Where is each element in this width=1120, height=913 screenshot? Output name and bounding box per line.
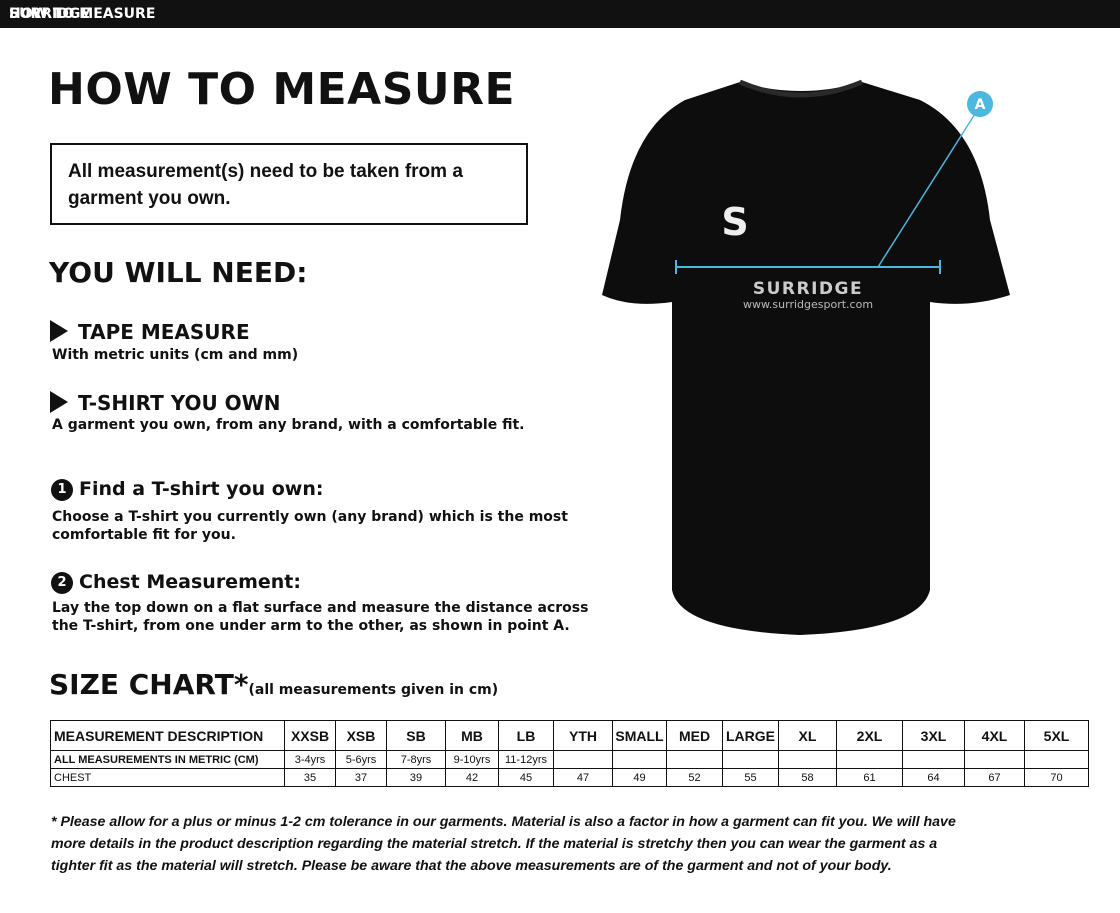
table-cell: 9-10yrs: [445, 750, 499, 769]
footnote: * Please allow for a plus or minus 1-2 c…: [51, 811, 956, 877]
table-cell: 70: [1024, 768, 1089, 787]
step-number: 2: [51, 572, 73, 594]
step-number: 1: [51, 479, 73, 501]
header-cell: SB: [386, 720, 446, 751]
header-row: MEASUREMENT DESCRIPTION XXSB XSB SB MB LB YTH S…: [50, 720, 1089, 751]
notice: All measurement(s) need to be taken from…: [68, 161, 463, 209]
logo: SURRIDGE: [9, 6, 90, 22]
title: HOW TO MEASURE: [48, 64, 516, 115]
table-cell: 3-4yrs: [284, 750, 336, 769]
bar-title: HOW TO MEASURE: [9, 6, 156, 22]
header-cell: 4XL: [964, 720, 1025, 751]
table-cell: 61: [836, 768, 903, 787]
table-cell: [612, 750, 667, 769]
table-cell: [722, 750, 779, 769]
table-cell: 5-6yrs: [335, 750, 387, 769]
table-cell: 64: [902, 768, 965, 787]
shirt-brand: SURRIDGE: [753, 279, 863, 299]
header-cell: XSB: [335, 720, 387, 751]
table-cell: [1024, 750, 1089, 769]
footnote-line: * Please allow for a plus or minus 1-2 c…: [51, 814, 956, 830]
header-cell: LARGE: [722, 720, 779, 751]
table-cell: 35: [284, 768, 336, 787]
header-cell: MB: [445, 720, 499, 751]
svg-text:S: S: [721, 200, 748, 244]
header-cell: YTH: [553, 720, 613, 751]
need-item-title: TAPE MEASURE: [50, 320, 250, 344]
table-cell: 58: [778, 768, 837, 787]
shirt: [602, 82, 1010, 635]
header-cell: SMALL: [612, 720, 667, 751]
table-cell: 37: [335, 768, 387, 787]
table-cell: 45: [498, 768, 554, 787]
table-cell: [902, 750, 965, 769]
table-cell: [778, 750, 837, 769]
need-heading: YOU WILL NEED:: [49, 256, 308, 289]
top-bar: HOW TO MEASURE SURRIDGE: [0, 0, 1120, 28]
size-chart-subtitle: (all measurements given in cm): [248, 682, 499, 698]
table-cell: 39: [386, 768, 446, 787]
step-title-text: Chest Measurement:: [79, 571, 301, 593]
header-cell: XL: [778, 720, 837, 751]
table-cell: [964, 750, 1025, 769]
table-row: ALL MEASUREMENTS IN METRIC (CM) 3-4yrs 5-6…: [50, 750, 1089, 769]
table-cell: 42: [445, 768, 499, 787]
step-title: 1 Find a T-shirt you own:: [51, 478, 323, 501]
step-text: Lay the top down on a flat surface and m…: [52, 600, 589, 634]
footnote-line: tighter fit as the material will stretch…: [51, 858, 892, 874]
shirt-marker: A: [975, 97, 986, 113]
table-cell: [666, 750, 723, 769]
need-item-text: A garment you own, from any brand, with …: [52, 417, 525, 433]
step-title-text: Find a T-shirt you own:: [79, 478, 324, 500]
table-cell: 52: [666, 768, 723, 787]
table-cell: [836, 750, 903, 769]
table-cell: 67: [964, 768, 1025, 787]
step-title: 2 Chest Measurement:: [51, 571, 301, 594]
table-row: CHEST 35 37 39 42 45 47 49 52 55 58 61 64 67 70: [50, 768, 1089, 787]
table-cell: 7-8yrs: [386, 750, 446, 769]
header-cell: XXSB: [284, 720, 336, 751]
need-item-text: With metric units (cm and mm): [52, 347, 299, 363]
header-cell: 2XL: [836, 720, 903, 751]
header-cell: LB: [498, 720, 554, 751]
footnote-line: more details in the product description …: [51, 836, 938, 852]
shirt-url: www.surridgesport.com: [743, 298, 873, 311]
need-item-title: T-SHIRT YOU OWN: [50, 391, 280, 415]
table-cell: 11-12yrs: [498, 750, 554, 769]
size-chart-title: SIZE CHART*: [49, 668, 249, 701]
table-cell: 47: [553, 768, 613, 787]
table-cell: 55: [722, 768, 779, 787]
notice-box: All measurement(s) need to be taken from…: [50, 143, 528, 225]
header-cell: 3XL: [902, 720, 965, 751]
table-cell: ALL MEASUREMENTS IN METRIC (CM): [50, 750, 285, 769]
header-cell: MED: [666, 720, 723, 751]
size-table: MEASUREMENT DESCRIPTION XXSB XSB SB MB LB YTH S…: [50, 720, 1089, 787]
table-cell: 49: [612, 768, 667, 787]
header-cell: MEASUREMENT DESCRIPTION: [50, 720, 285, 751]
table-cell: [553, 750, 613, 769]
size-chart-heading: SIZE CHART*(all measurements given in cm…: [49, 668, 498, 701]
header-cell: 5XL: [1024, 720, 1089, 751]
shirt-illustration: S A SURRIDGE www.surridgesport.com: [602, 79, 1010, 635]
table-cell: CHEST: [50, 768, 285, 787]
step-text: Choose a T-shirt you currently own (any …: [52, 509, 568, 543]
